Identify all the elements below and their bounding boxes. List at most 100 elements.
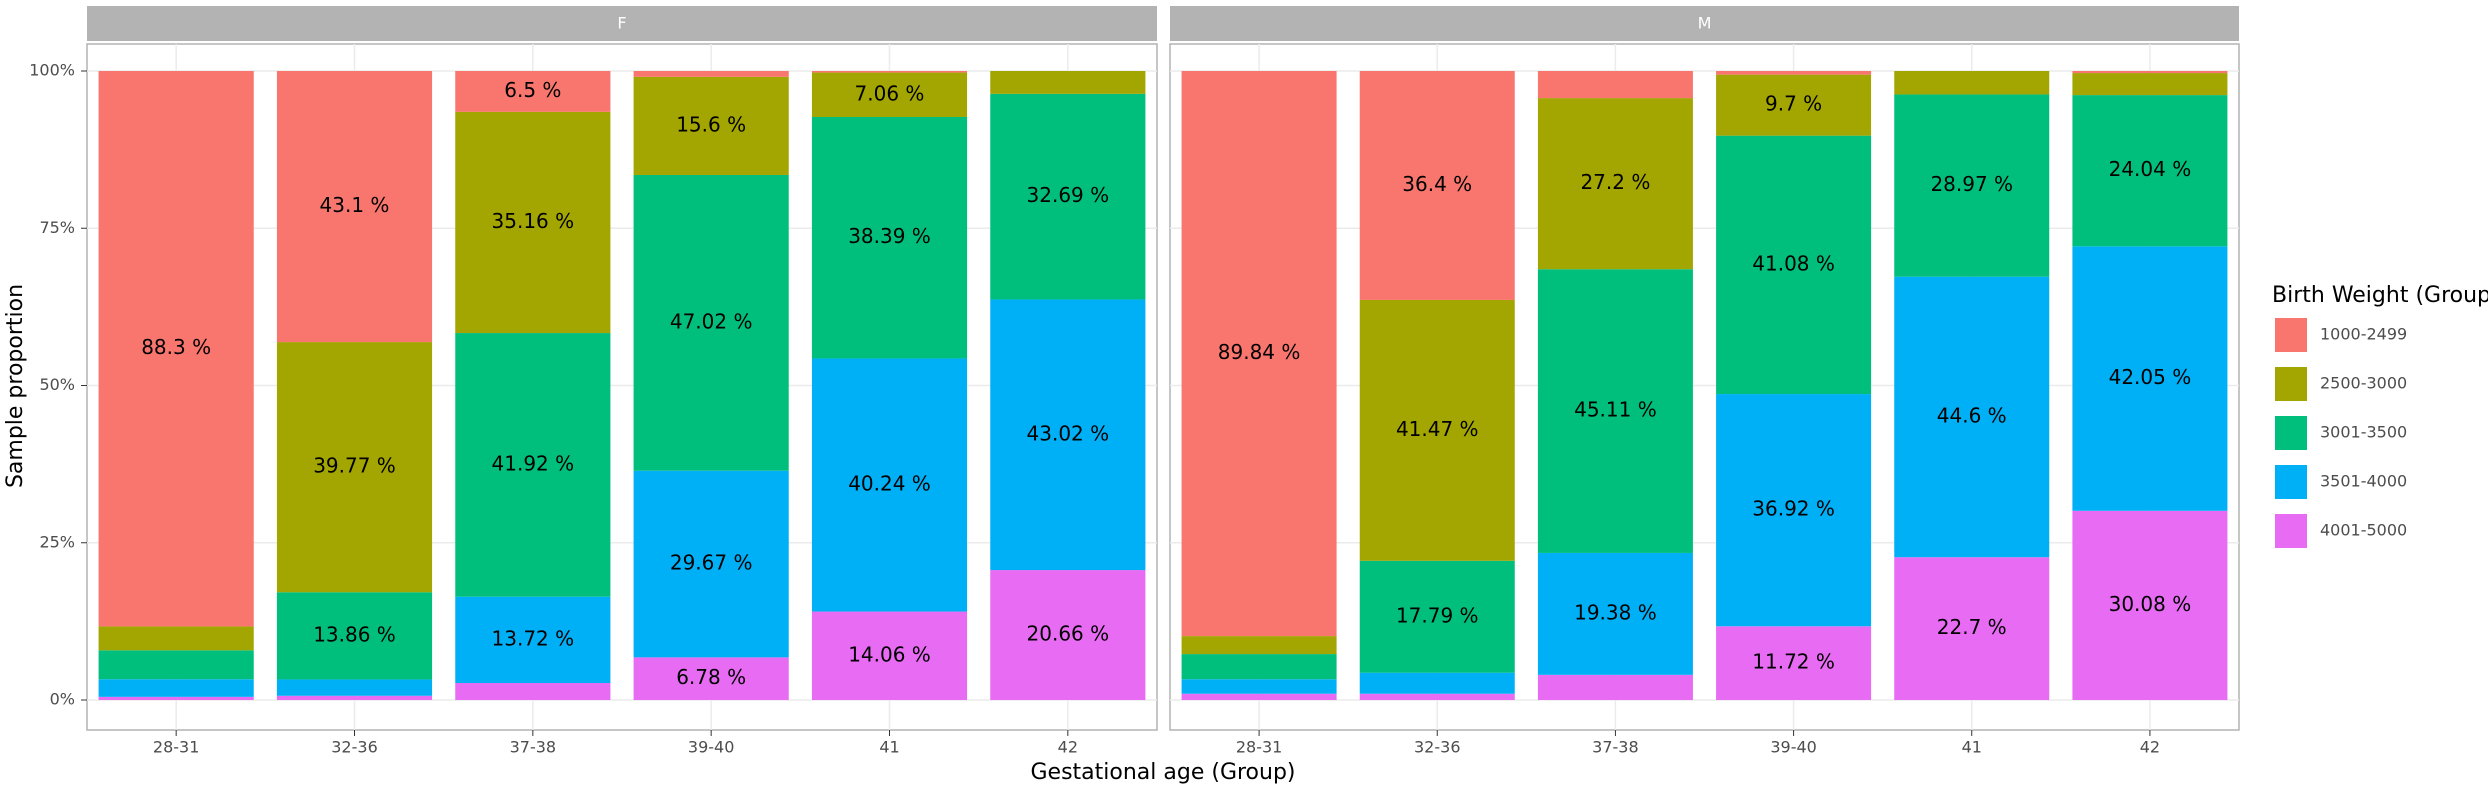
bar-segment	[276, 342, 433, 593]
value-label: 44.6 %	[1937, 403, 2007, 427]
value-label: 88.3 %	[141, 335, 211, 359]
value-label: 41.08 %	[1752, 251, 1835, 275]
bar-segment	[1537, 674, 1693, 700]
bar-segment	[1359, 299, 1515, 561]
x-tick-label: 42	[2140, 738, 2160, 757]
value-label: 45.11 %	[1574, 398, 1657, 422]
x-tick-label: 39-40	[688, 738, 735, 757]
bar-segment	[2072, 71, 2228, 74]
y-tick-label: 25%	[39, 532, 75, 551]
value-label: 28.97 %	[1930, 172, 2013, 196]
bar-segment	[990, 570, 1146, 700]
y-axis-label: Sample proportion	[3, 284, 28, 488]
bar-segment	[633, 470, 789, 658]
strip	[87, 6, 1157, 41]
y-tick-label: 75%	[39, 218, 75, 237]
x-tick-label: 37-38	[1592, 738, 1639, 757]
value-label: 89.84 %	[1218, 340, 1301, 364]
value-label: 43.02 %	[1027, 421, 1110, 445]
value-label: 36.4 %	[1402, 172, 1472, 196]
legend-label: 1000-2499	[2320, 325, 2407, 344]
bar-segment	[455, 683, 611, 700]
facet-title: F	[617, 14, 626, 33]
value-label: 32.69 %	[1027, 183, 1110, 207]
bar-segment	[990, 299, 1146, 571]
value-label: 35.16 %	[492, 209, 575, 233]
panel	[86, 43, 1158, 731]
value-label: 20.66 %	[1027, 622, 1110, 646]
value-label: 24.04 %	[2109, 157, 2192, 181]
value-label: 7.06 %	[855, 81, 925, 105]
value-label: 15.6 %	[676, 112, 746, 136]
x-tick-label: 32-36	[331, 738, 378, 757]
bar-segment	[2072, 95, 2228, 247]
y-tick-label: 100%	[29, 61, 75, 80]
value-label: 47.02 %	[670, 309, 753, 333]
bar-segment	[1537, 98, 1693, 270]
value-label: 27.2 %	[1580, 170, 1650, 194]
bar-segment	[1894, 557, 2050, 700]
bar-segment	[98, 71, 254, 627]
value-label: 6.78 %	[676, 665, 746, 689]
bar-segment	[2072, 73, 2228, 96]
value-label: 36.92 %	[1752, 497, 1835, 521]
bar-segment	[1359, 560, 1515, 673]
legend-label: 4001-5000	[2320, 521, 2407, 540]
y-tick-label: 50%	[39, 375, 75, 394]
bar-segment	[1716, 74, 1872, 136]
value-label: 22.7 %	[1937, 615, 2007, 639]
bar-segment	[276, 592, 433, 680]
legend-label: 3501-4000	[2320, 472, 2407, 491]
bar-segment	[98, 696, 254, 700]
value-label: 39.77 %	[313, 454, 396, 478]
bar-segment	[98, 650, 254, 680]
legend-key	[2275, 514, 2307, 548]
bar-segment	[633, 71, 789, 77]
x-tick-label: 39-40	[1770, 738, 1817, 757]
bar-segment	[1181, 636, 1337, 655]
value-label: 38.39 %	[848, 224, 931, 248]
legend-label: 3001-3500	[2320, 423, 2407, 442]
bar-segment	[990, 93, 1146, 300]
x-tick-label: 28-31	[153, 738, 200, 757]
bar-segment	[633, 76, 789, 175]
bar-segment	[1537, 552, 1693, 675]
legend-key	[2275, 367, 2307, 401]
bar-segment	[2072, 510, 2228, 700]
panel	[1169, 43, 2240, 731]
bar-segment	[276, 679, 433, 696]
bar-segment	[1537, 71, 1693, 99]
legend-key	[2275, 318, 2307, 352]
legend-label: 2500-3000	[2320, 374, 2407, 393]
bar-segment	[811, 72, 968, 117]
value-label: 42.05 %	[2109, 365, 2192, 389]
value-label: 30.08 %	[2109, 592, 2192, 616]
value-label: 11.72 %	[1752, 650, 1835, 674]
bar-segment	[276, 71, 433, 343]
bar-segment	[1359, 693, 1515, 700]
x-tick-label: 42	[1058, 738, 1078, 757]
bar-segment	[1537, 269, 1693, 553]
bar-segment	[2072, 246, 2228, 511]
bar-segment	[1716, 626, 1872, 700]
x-tick-label: 41	[1962, 738, 1982, 757]
bar-segment	[1181, 654, 1337, 680]
value-label: 13.72 %	[492, 626, 575, 650]
bar-segment	[811, 116, 968, 359]
bar-segment	[98, 626, 254, 651]
bar-segment	[1894, 71, 2050, 95]
x-axis-label: Gestational age (Group)	[1031, 760, 1296, 785]
strip	[1170, 6, 2239, 41]
value-label: 40.24 %	[848, 472, 931, 496]
value-label: 6.5 %	[504, 78, 561, 102]
bar-segment	[633, 657, 789, 700]
bar-segment	[990, 71, 1146, 94]
value-label: 41.92 %	[492, 451, 575, 475]
bar-segment	[1894, 276, 2050, 558]
bar-segment	[1716, 394, 1872, 627]
bar-segment	[1716, 135, 1872, 395]
value-label: 19.38 %	[1574, 600, 1657, 624]
x-tick-label: 41	[879, 738, 899, 757]
bar-segment	[276, 695, 433, 700]
